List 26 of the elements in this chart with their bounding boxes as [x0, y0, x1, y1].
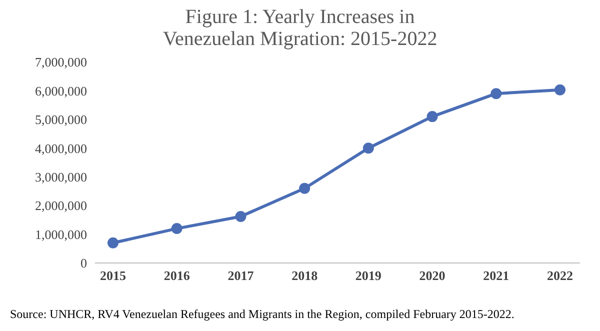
x-tick-label: 2019 [355, 268, 382, 284]
x-tick-label: 2018 [292, 268, 318, 284]
y-tick-label: 1,000,000 [35, 226, 87, 242]
point [235, 210, 246, 222]
chart-title: Figure 1: Yearly Increases in Venezuelan Migration: 2015-2022 [162, 6, 438, 50]
y-tick-label: 0 [80, 256, 87, 271]
x-tick-label: 2016 [164, 268, 190, 284]
point [299, 182, 310, 194]
point [171, 223, 182, 234]
x-tick-label: 2021 [483, 268, 510, 284]
y-tick-label: 4,000,000 [35, 140, 87, 156]
point [426, 111, 438, 122]
x-tick-label: 2017 [228, 268, 254, 284]
y-tick-label: 3,000,000 [35, 169, 87, 184]
y-tick-label: 7,000,000 [35, 54, 87, 70]
point [108, 237, 118, 248]
x-tick-label: 2020 [419, 268, 446, 284]
x-tick-label: 2015 [100, 268, 126, 284]
y-tick-label: 2,000,000 [35, 198, 87, 214]
x-tick-label: 2022 [547, 268, 573, 284]
source-note: Source: UNHCR, RV4 Venezuelan Refugees and Migrants in the Region, compiled February 2015-2022. [10, 307, 514, 322]
point [554, 84, 566, 96]
y-tick-label: 5,000,000 [35, 112, 87, 128]
point [490, 88, 502, 100]
y-tick-label: 6,000,000 [35, 83, 87, 98]
point [362, 142, 374, 154]
